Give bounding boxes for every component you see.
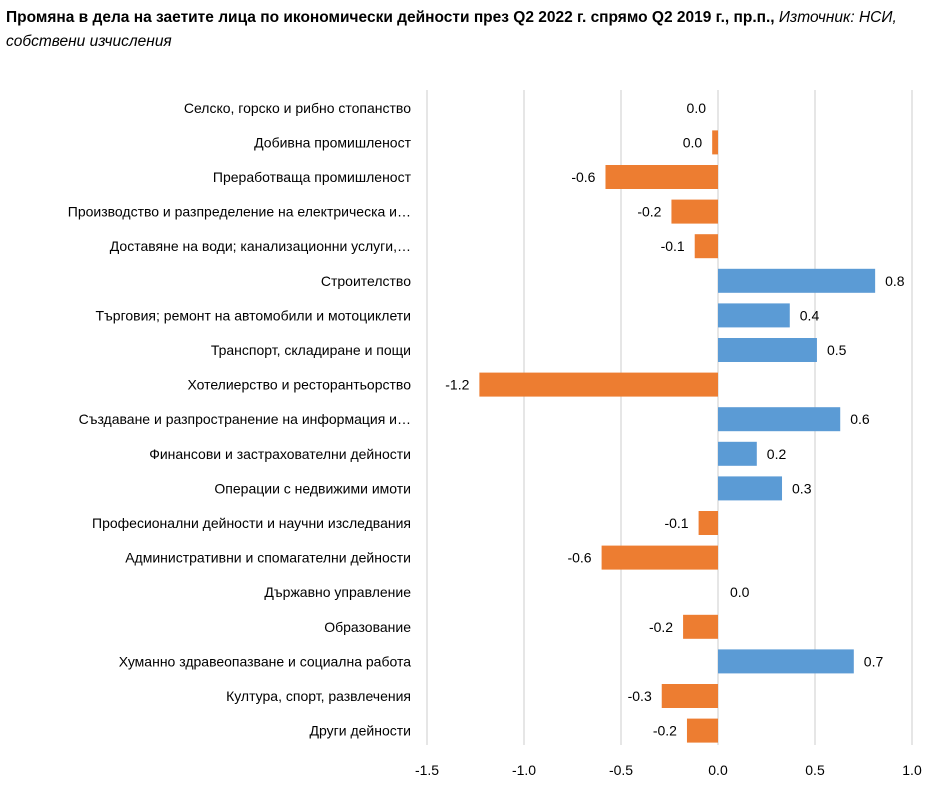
data-label: -0.2 — [649, 619, 673, 635]
x-tick-label: 1.0 — [902, 762, 922, 778]
category-label: Производство и разпределение на електрич… — [68, 204, 411, 220]
data-label: 0.8 — [885, 273, 905, 289]
data-label: -0.1 — [661, 238, 685, 254]
chart-title-block: Промяна в дела на заетите лица по иконом… — [6, 6, 946, 54]
category-label: Транспорт, складиране и пощи — [211, 342, 411, 358]
data-label: 0.3 — [792, 480, 812, 496]
bar — [671, 199, 718, 224]
data-label: -0.6 — [571, 169, 595, 185]
category-label: Операции с недвижими имоти — [214, 480, 411, 496]
category-label: Търговия; ремонт на автомобили и мотоцик… — [96, 307, 412, 323]
x-tick-label: -1.5 — [415, 762, 439, 778]
bar — [718, 268, 876, 293]
category-label: Хуманно здравеопазване и социална работа — [119, 653, 411, 669]
category-label: Селско, горско и рибно стопанство — [184, 100, 411, 116]
x-tick-label: -1.0 — [512, 762, 536, 778]
bar — [479, 372, 718, 397]
data-label: -1.2 — [445, 377, 469, 393]
bar — [605, 165, 718, 189]
bar — [718, 303, 790, 328]
data-label: 0.5 — [827, 342, 847, 358]
data-label: 0.6 — [850, 411, 870, 427]
bar — [601, 545, 718, 570]
bar — [718, 338, 817, 362]
category-label: Други дейности — [310, 723, 411, 739]
category-label: Хотелиерство и ресторантьорство — [187, 377, 411, 393]
category-label: Доставяне на води; канализационни услуги… — [110, 238, 411, 254]
data-label: 0.7 — [864, 653, 884, 669]
x-tick-label: 0.5 — [805, 762, 825, 778]
chart-subtitle: Източник: НСИ, собствени изчисления — [6, 9, 897, 50]
x-tick-label: -0.5 — [609, 762, 633, 778]
category-label: Култура, спорт, развлечения — [226, 688, 411, 704]
data-label: 0.0 — [683, 134, 703, 150]
category-label: Финансови и застрахователни дейности — [149, 446, 411, 462]
bar — [718, 407, 841, 432]
data-label: 0.4 — [800, 307, 820, 323]
data-label: -0.3 — [628, 688, 652, 704]
data-label: -0.1 — [664, 515, 688, 531]
category-label: Добивна промишленост — [254, 134, 411, 150]
category-label: Професионални дейности и научни изследва… — [92, 515, 411, 531]
category-label: Административни и спомагателни дейности — [125, 550, 411, 566]
bar — [661, 684, 718, 708]
bar — [686, 718, 718, 743]
bar — [698, 511, 718, 535]
category-label: Държавно управление — [264, 584, 411, 600]
data-label: 0.0 — [730, 584, 750, 600]
category-label: Създаване и разпространение на информаци… — [79, 411, 411, 427]
bar — [718, 476, 783, 501]
chart-title: Промяна в дела на заетите лица по иконом… — [6, 9, 775, 26]
data-label: -0.6 — [567, 550, 591, 566]
bar — [683, 614, 718, 639]
data-label: 0.0 — [687, 100, 707, 116]
data-label: -0.2 — [637, 204, 661, 220]
bar — [712, 130, 718, 155]
category-label: Преработваща промишленост — [213, 169, 412, 185]
category-label: Образование — [324, 619, 411, 635]
bar — [694, 234, 718, 259]
category-label: Строителство — [321, 273, 411, 289]
data-label: 0.2 — [767, 446, 787, 462]
bar — [718, 649, 854, 674]
x-tick-label: 0.0 — [708, 762, 728, 778]
bar — [718, 441, 757, 466]
data-label: -0.2 — [653, 723, 677, 739]
